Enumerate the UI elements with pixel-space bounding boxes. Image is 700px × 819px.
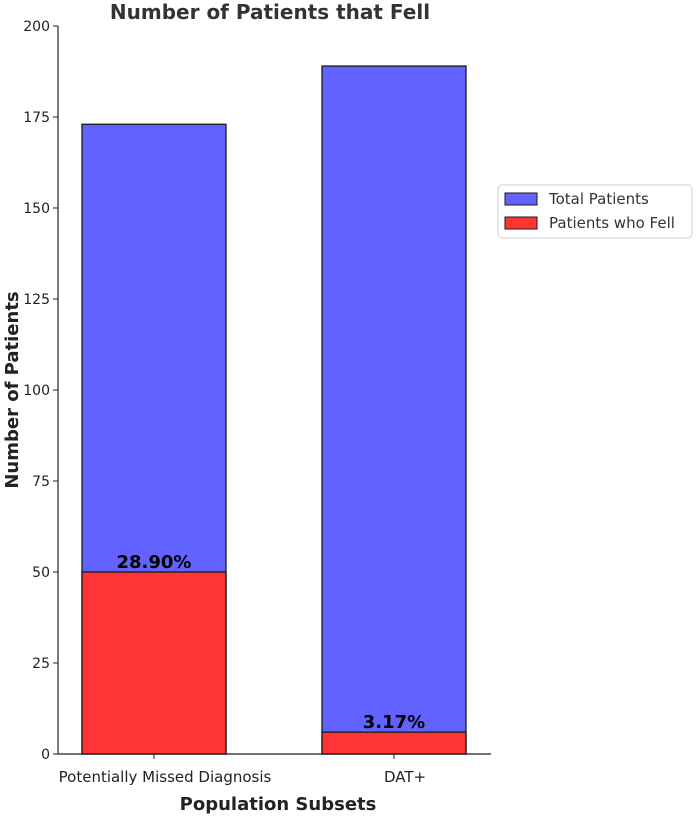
- y-tick-label-0: 0: [41, 747, 50, 763]
- y-tick-label-5: 125: [23, 292, 50, 308]
- legend: Total Patients Patients who Fell: [497, 184, 693, 239]
- bars-group: [81, 65, 467, 755]
- x-tick-label-0: Potentially Missed Diagnosis: [59, 768, 272, 786]
- y-tick-label-7: 175: [23, 110, 50, 126]
- legend-box: [497, 184, 693, 239]
- chart-title: Number of Patients that Fell: [110, 0, 430, 24]
- data-label-0: 28.90%: [117, 552, 192, 573]
- bar-total-1: [321, 65, 467, 755]
- y-tick-label-4: 100: [23, 383, 50, 399]
- y-tick-label-2: 50: [32, 565, 50, 581]
- legend-swatch-1: [504, 216, 538, 230]
- y-tick-label-8: 200: [23, 19, 50, 35]
- data-labels-group: 28.90% 3.17%: [117, 552, 426, 733]
- y-tick-label-3: 75: [32, 474, 50, 490]
- bar-fell-1: [321, 731, 467, 755]
- x-tick-label-1: DAT+: [384, 768, 426, 786]
- y-tick-label-1: 25: [32, 656, 50, 672]
- data-label-1: 3.17%: [363, 712, 425, 733]
- legend-swatch-0: [504, 192, 538, 206]
- y-tick-label-6: 150: [23, 201, 50, 217]
- bar-fell-0: [81, 571, 227, 755]
- legend-label-0: Total Patients: [548, 190, 649, 208]
- legend-label-1: Patients who Fell: [549, 214, 675, 232]
- y-axis-label: Number of Patients: [2, 291, 23, 488]
- axes-group: Potentially Missed Diagnosis DAT+ 0 25 50 75 1…: [23, 19, 491, 786]
- x-axis-label: Population Subsets: [180, 794, 377, 815]
